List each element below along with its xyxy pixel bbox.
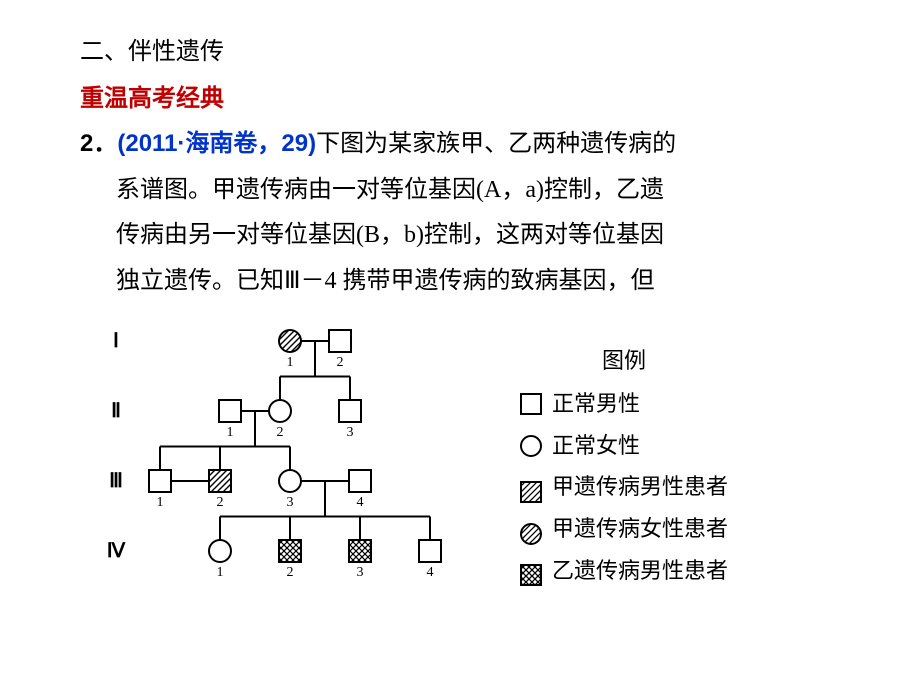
- legend-label: 正常男性: [552, 384, 640, 424]
- svg-text:2: 2: [337, 355, 344, 370]
- svg-text:2: 2: [277, 425, 284, 440]
- legend-symbol: [520, 518, 542, 540]
- svg-text:4: 4: [357, 495, 364, 510]
- svg-text:2: 2: [217, 495, 224, 510]
- question-line2: 系谱图。甲遗传病由一对等位基因(A，a)控制，乙遗: [80, 168, 840, 214]
- figure-row: Ⅰ Ⅱ Ⅲ Ⅳ 1 2 1 2 3 1 2 3 4 1 2 3 4 图例 正常男性正常女性甲遗传病男性患者甲遗传…: [80, 311, 840, 601]
- svg-text:Ⅱ: Ⅱ: [111, 400, 121, 422]
- svg-text:Ⅰ: Ⅰ: [113, 330, 119, 352]
- heading-2: 重温高考经典: [80, 76, 840, 122]
- svg-text:2: 2: [287, 565, 294, 580]
- legend-symbol: [520, 476, 542, 498]
- question-text: 2．(2011·海南卷，29)下图为某家族甲、乙两种遗传病的 系谱图。甲遗传病由…: [80, 121, 840, 304]
- legend-label: 甲遗传病女性患者: [552, 509, 728, 549]
- question-line4: 独立遗传。已知Ⅲ－4 携带甲遗传病的致病基因，但: [80, 259, 840, 305]
- pedigree-diagram: Ⅰ Ⅱ Ⅲ Ⅳ 1 2 1 2 3 1 2 3 4 1 2 3 4: [80, 311, 480, 601]
- heading-section: 二、伴性遗传 重温高考经典: [80, 30, 840, 121]
- svg-text:4: 4: [427, 565, 434, 580]
- legend-title: 图例: [520, 341, 728, 381]
- legend-label: 乙遗传病男性患者: [552, 551, 728, 591]
- question-number: 2．: [80, 130, 117, 157]
- legend-symbol: [520, 435, 542, 457]
- legend: 图例 正常男性正常女性甲遗传病男性患者甲遗传病女性患者乙遗传病男性患者: [520, 341, 728, 593]
- question-line3: 传病由另一对等位基因(B，b)控制，这两对等位基因: [80, 213, 840, 259]
- svg-text:3: 3: [287, 495, 294, 510]
- svg-text:1: 1: [227, 425, 234, 440]
- svg-text:1: 1: [287, 355, 294, 370]
- legend-item: 正常男性: [520, 384, 728, 424]
- heading-1: 二、伴性遗传: [80, 30, 840, 76]
- legend-item: 甲遗传病女性患者: [520, 509, 728, 549]
- legend-item: 正常女性: [520, 426, 728, 466]
- svg-text:Ⅲ: Ⅲ: [109, 470, 123, 492]
- svg-text:3: 3: [347, 425, 354, 440]
- legend-label: 正常女性: [552, 426, 640, 466]
- question-citation: (2011·海南卷，29): [117, 130, 316, 157]
- svg-text:Ⅳ: Ⅳ: [107, 540, 126, 562]
- legend-symbol: [520, 559, 542, 581]
- legend-item: 乙遗传病男性患者: [520, 551, 728, 591]
- legend-item: 甲遗传病男性患者: [520, 467, 728, 507]
- svg-text:1: 1: [217, 565, 224, 580]
- legend-symbol: [520, 393, 542, 415]
- svg-text:1: 1: [157, 495, 164, 510]
- svg-text:3: 3: [357, 565, 364, 580]
- legend-label: 甲遗传病男性患者: [552, 467, 728, 507]
- question-line1: 下图为某家族甲、乙两种遗传病的: [316, 131, 676, 157]
